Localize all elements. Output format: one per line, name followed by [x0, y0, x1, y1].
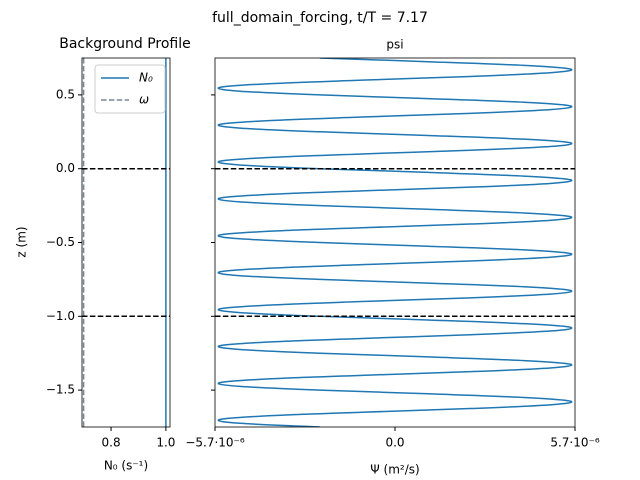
legend-label: ω: [139, 93, 149, 107]
y-tick-label: −0.5: [46, 235, 75, 249]
psi-line: [217, 58, 573, 427]
figure-title: full_domain_forcing, t/T = 7.17: [212, 10, 428, 26]
x-tick-label: −5.7·10⁻⁶: [185, 436, 245, 450]
x-axis-label: N₀ (s⁻¹): [104, 459, 148, 473]
x-tick-label: 5.7·10⁻⁶: [550, 436, 600, 450]
x-tick-label: 1.0: [156, 436, 175, 450]
y-tick-label: −1.5: [46, 383, 75, 397]
right-title: psi: [386, 38, 403, 52]
legend-label: N₀: [139, 71, 153, 85]
y-axis-label: z (m): [15, 226, 29, 257]
left-title: Background Profile: [59, 36, 191, 52]
legend-box: [94, 64, 166, 114]
y-tick-label: 0.5: [56, 87, 75, 101]
y-tick-label: −1.0: [46, 309, 75, 323]
axes-frame: [214, 57, 576, 428]
x-axis-label: Ψ (m²/s): [370, 463, 419, 477]
y-tick-label: 0.0: [56, 161, 75, 175]
x-tick-label: 0.0: [385, 436, 404, 450]
x-tick-label: 0.8: [102, 436, 121, 450]
axes-frame: [81, 57, 171, 428]
